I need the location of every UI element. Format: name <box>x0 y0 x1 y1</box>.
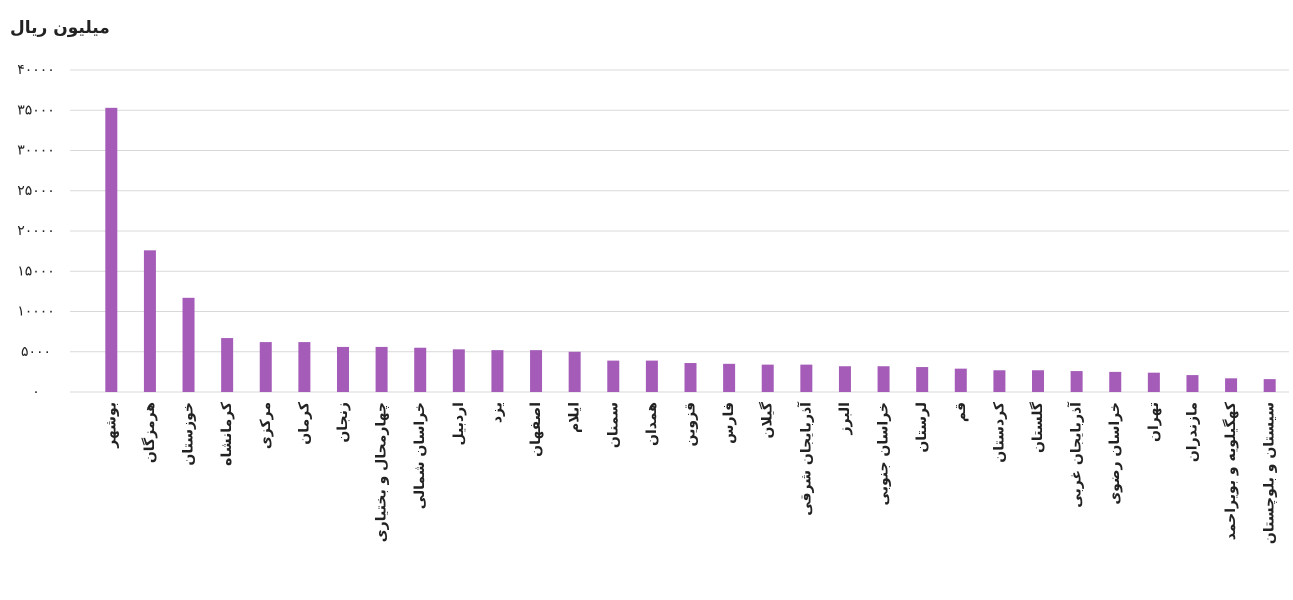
bar <box>761 364 774 392</box>
bar <box>452 349 465 392</box>
bar <box>259 342 272 392</box>
x-tick-label: خراسان جنوبی <box>876 402 892 505</box>
bar <box>645 360 658 392</box>
x-tick-label: یزد <box>489 402 505 423</box>
bar <box>1263 379 1276 392</box>
bar <box>877 366 890 392</box>
x-tick-label: فارس <box>721 402 737 444</box>
bar <box>916 367 929 392</box>
x-tick-label: زنجان <box>335 402 351 443</box>
y-tick-label: ۲۰۰۰۰ <box>17 223 55 239</box>
x-tick-label: تهران <box>1146 402 1162 442</box>
bar <box>1147 372 1160 392</box>
bar <box>954 368 967 392</box>
x-tick-label: چهارمحال و بختیاری <box>374 402 390 542</box>
bar <box>105 107 118 393</box>
x-tick-label: همدان <box>644 402 660 446</box>
x-tick-label: خوزستان <box>181 402 197 466</box>
axis-title: میلیون ریال <box>10 18 110 38</box>
bar <box>182 297 195 392</box>
bar <box>298 342 311 392</box>
x-tick-label: کرمان <box>296 401 312 445</box>
x-tick-label: اردبیل <box>451 402 467 446</box>
bar <box>336 346 349 392</box>
bar <box>1186 375 1199 392</box>
y-tick-label: ۵۰۰۰ <box>21 344 51 360</box>
bar <box>414 347 427 392</box>
x-tick-label: مرکزی <box>258 402 274 449</box>
x-tick-label: کرمانشاه <box>219 401 235 466</box>
bar <box>143 250 156 392</box>
x-tick-label: آذربایجان شرقی <box>796 401 814 516</box>
bar <box>993 370 1006 392</box>
bar <box>375 346 388 392</box>
x-tick-label: سمنان <box>605 402 621 448</box>
bar <box>723 363 736 392</box>
x-tick-label: البرز <box>837 402 853 436</box>
x-tick-label: هرمزگان <box>141 402 158 463</box>
y-tick-label: ۳۰۰۰۰ <box>17 143 55 159</box>
bar <box>568 351 581 392</box>
x-tick-label: کردستان <box>991 401 1007 463</box>
bar <box>1109 371 1122 392</box>
y-tick-label: ۲۵۰۰۰ <box>17 183 55 199</box>
bar <box>1032 370 1045 392</box>
bar <box>1070 371 1083 392</box>
y-tick-label: ۰ <box>32 384 40 400</box>
bar <box>530 350 543 392</box>
y-tick-label: ۴۰۰۰۰ <box>17 62 55 78</box>
x-tick-label: اصفهان <box>528 402 544 457</box>
y-tick-label: ۳۵۰۰۰ <box>17 102 55 118</box>
x-tick-label: آذربایجان غربی <box>1067 401 1085 508</box>
x-tick-label: بوشهر <box>103 402 119 449</box>
x-tick-label: گلستان <box>1029 401 1046 453</box>
x-tick-label: کهگیلویه و بویراحمد <box>1222 401 1239 540</box>
x-tick-label: قم <box>953 402 969 422</box>
bar <box>838 366 851 392</box>
bar <box>800 364 813 392</box>
x-tick-label: خراسان شمالی <box>412 402 428 509</box>
bar <box>1225 378 1238 392</box>
x-tick-label: مازندران <box>1184 402 1200 462</box>
y-tick-label: ۱۵۰۰۰ <box>17 263 55 279</box>
x-tick-label: گیلان <box>759 401 776 438</box>
bar <box>607 360 620 392</box>
bar <box>684 363 697 392</box>
bar <box>221 338 234 392</box>
bar <box>491 350 504 392</box>
x-tick-label: ایلام <box>567 402 583 433</box>
y-tick-label: ۱۰۰۰۰ <box>17 304 55 320</box>
x-tick-label: سیستان و بلوچستان <box>1262 402 1278 544</box>
x-tick-label: لرستان <box>914 402 930 453</box>
x-tick-label: قزوین <box>683 402 699 446</box>
x-tick-label: خراسان رضوی <box>1107 402 1123 505</box>
